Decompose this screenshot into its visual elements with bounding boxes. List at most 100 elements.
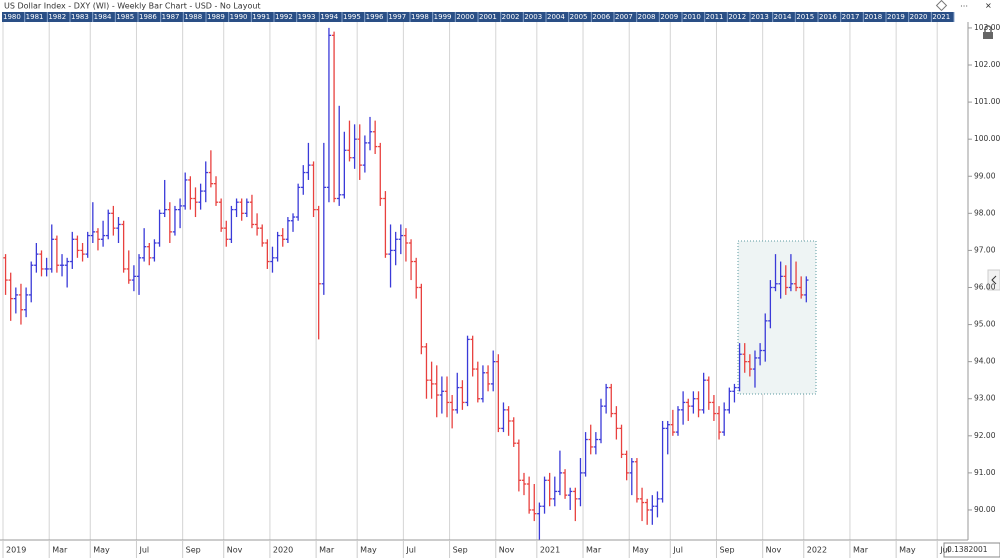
ohlc-bar (598, 398, 604, 444)
period-button[interactable]: 2015 (796, 13, 814, 21)
ohlc-bar (721, 402, 727, 436)
period-button[interactable]: 1991 (252, 13, 270, 21)
period-button[interactable]: 1986 (139, 13, 157, 21)
period-button[interactable]: 1982 (48, 13, 66, 21)
ohlc-bar (367, 116, 373, 151)
ohlc-bar (116, 217, 121, 243)
period-button[interactable]: 2008 (638, 13, 656, 21)
period-button[interactable]: 2000 (456, 13, 474, 21)
period-button[interactable]: 2017 (842, 13, 860, 21)
ohlc-bar (516, 439, 522, 492)
period-button[interactable]: 2010 (683, 13, 701, 21)
y-tick-label: 90.00 (974, 505, 996, 514)
close-icon[interactable]: ✕ (985, 2, 992, 11)
ohlc-bar (752, 350, 758, 388)
ohlc-bar (593, 432, 599, 455)
ohlc-bar (757, 343, 763, 366)
period-button[interactable]: 1987 (162, 13, 180, 21)
period-button[interactable]: 2019 (887, 13, 905, 21)
lock-body (983, 32, 993, 39)
ohlc-bar (260, 224, 265, 247)
ohlc-bar (644, 498, 650, 525)
ohlc-bar (398, 224, 404, 255)
ohlc-bar (34, 242, 39, 273)
ohlc-bar (614, 406, 619, 440)
ohlc-bar (39, 250, 44, 277)
ohlc-bar (439, 376, 445, 414)
side-tab[interactable] (987, 269, 1000, 291)
period-button[interactable]: 2003 (524, 13, 542, 21)
period-button[interactable]: 2011 (706, 13, 724, 21)
period-button[interactable]: 2001 (479, 13, 497, 21)
ohlc-bar (804, 276, 809, 303)
period-button[interactable]: 1996 (366, 13, 384, 21)
ohlc-bar (162, 179, 167, 218)
ohlc-bar (388, 224, 393, 288)
diamond-icon[interactable] (935, 0, 948, 12)
ohlc-bar (290, 213, 296, 232)
ohlc-bar (193, 187, 198, 218)
period-button[interactable]: 2018 (864, 13, 882, 21)
ohlc-bar (716, 406, 722, 440)
period-button[interactable]: 1998 (411, 13, 429, 21)
ohlc-bar (742, 343, 747, 373)
ohlc-bar (665, 420, 670, 455)
ohlc-bar (429, 361, 434, 399)
period-button[interactable]: 2013 (751, 13, 769, 21)
ohlc-bar (342, 131, 347, 199)
ohlc-bar (727, 387, 732, 414)
ohlc-bar (111, 205, 116, 236)
ohlc-bar (496, 354, 501, 433)
ohlc-bar (480, 365, 486, 403)
lock-button[interactable] (980, 25, 996, 40)
period-button[interactable]: 1988 (184, 13, 202, 21)
ohlc-bar (747, 354, 753, 377)
tab-bg[interactable] (987, 269, 1000, 291)
period-button[interactable]: 1980 (3, 13, 21, 21)
period-button[interactable]: 1992 (275, 13, 293, 21)
ohlc-bar (506, 406, 511, 436)
ohlc-bar (680, 391, 686, 425)
ohlc-bar (701, 372, 706, 414)
period-button[interactable]: 1990 (230, 13, 248, 21)
period-button[interactable]: 2020 (910, 13, 928, 21)
toolbar-icons[interactable]: ⋯ ✕ (935, 0, 992, 12)
more-icon[interactable]: ⋯ (960, 2, 968, 11)
period-button[interactable]: 2009 (660, 13, 678, 21)
ohlc-bar (121, 220, 126, 273)
period-button[interactable]: 2014 (774, 13, 792, 21)
period-button[interactable]: 2002 (502, 13, 520, 21)
ohlc-bar (670, 409, 676, 436)
y-tick-label: 99.00 (974, 171, 996, 180)
y-tick-label: 102.00 (974, 60, 1000, 69)
ohlc-bar (650, 495, 655, 525)
period-button[interactable]: 1989 (207, 13, 225, 21)
y-tick-label: 95.00 (974, 320, 996, 329)
ohlc-bar (372, 120, 378, 155)
ohlc-bar (619, 424, 624, 459)
ohlc-bar (306, 142, 311, 180)
x-tick-label: May (93, 546, 110, 555)
period-button[interactable]: 1984 (94, 13, 112, 21)
x-tick-label: Nov (227, 546, 243, 555)
period-button[interactable]: 1995 (343, 13, 361, 21)
period-button[interactable]: 2007 (615, 13, 633, 21)
lock-shackle (984, 25, 992, 32)
period-button[interactable]: 2005 (570, 13, 588, 21)
period-button[interactable]: 2004 (547, 13, 565, 21)
ohlc-bar (44, 257, 49, 277)
period-button[interactable]: 1997 (388, 13, 406, 21)
period-button[interactable]: 2012 (728, 13, 746, 21)
period-button[interactable]: 1999 (434, 13, 452, 21)
period-button[interactable]: 1994 (320, 13, 338, 21)
period-button[interactable]: 1985 (116, 13, 134, 21)
period-button[interactable]: 1993 (298, 13, 316, 21)
period-button[interactable]: 2016 (819, 13, 837, 21)
x-tick-label: Nov (499, 546, 515, 555)
ohlc-bar (198, 183, 203, 210)
period-button[interactable]: 2006 (592, 13, 610, 21)
period-button[interactable]: 2021 (932, 13, 950, 21)
cursor-readout: 0.1382001 (947, 545, 988, 554)
period-button[interactable]: 1983 (71, 13, 89, 21)
period-button[interactable]: 1981 (26, 13, 44, 21)
